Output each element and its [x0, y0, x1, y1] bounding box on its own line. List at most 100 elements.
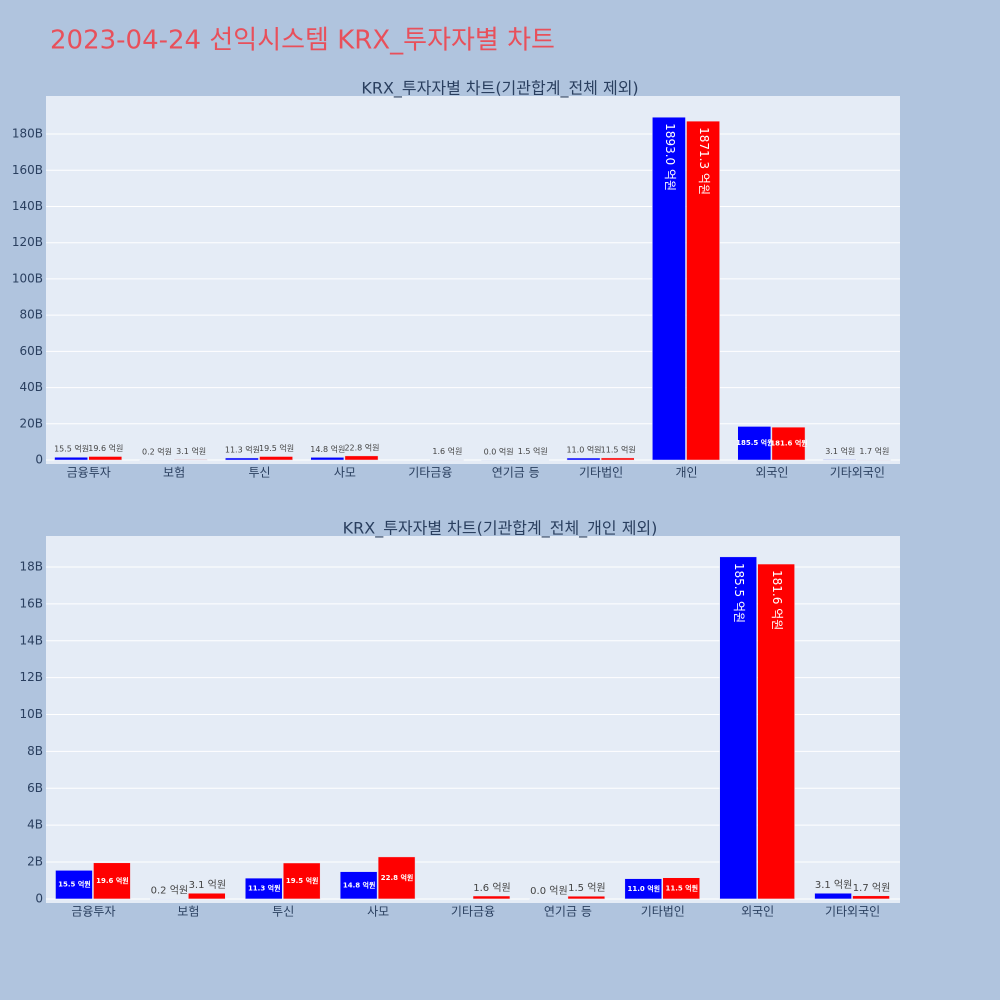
value-label: 19.5 억원: [259, 443, 294, 453]
x-tick-label: 보험: [177, 905, 199, 919]
value-label: 19.6 억원: [88, 443, 123, 453]
x-tick-label: 사모: [334, 466, 356, 480]
value-label: 14.8 억원: [310, 444, 345, 454]
value-label: 1.7 억원: [853, 882, 890, 894]
value-label: 11.3 억원: [248, 884, 281, 893]
value-label: 181.6 억원: [770, 570, 784, 630]
value-label: 11.3 억원: [225, 444, 260, 454]
x-tick-label: 연기금 등: [492, 466, 540, 480]
value-label: 0.2 억원: [142, 446, 172, 456]
bar: [339, 871, 378, 900]
plot-area: [46, 96, 900, 464]
bar: [757, 563, 795, 900]
x-tick-label: 외국인: [755, 466, 788, 480]
value-label: 14.8 억원: [343, 880, 376, 889]
bar: [481, 459, 515, 461]
value-label: 185.5 억원: [732, 563, 746, 623]
x-tick-label: 기타외국인: [830, 466, 885, 480]
bar: [139, 459, 174, 461]
y-tick-label: 6B: [27, 781, 43, 795]
value-label: 22.8 억원: [381, 873, 414, 882]
y-tick-label: 0: [35, 891, 43, 905]
bar: [344, 455, 379, 461]
bar: [567, 895, 606, 900]
value-label: 185.5 억원: [736, 438, 773, 447]
value-label: 3.1 억원: [189, 879, 226, 891]
x-tick-label: 금융투자: [67, 466, 111, 480]
chart-title: KRX_투자자별 차트(기관합계_전체_개인 제외): [343, 519, 658, 539]
bar: [529, 898, 568, 900]
x-tick-label: 투신: [272, 905, 294, 919]
x-tick-label: 사모: [367, 905, 389, 919]
bar: [88, 456, 123, 461]
y-tick-label: 100B: [12, 271, 43, 285]
value-label: 1893.0 억원: [663, 123, 677, 191]
bar: [188, 892, 226, 900]
value-label: 11.0 억원: [628, 884, 661, 893]
value-label: 11.5 억원: [665, 883, 698, 892]
y-tick-label: 14B: [19, 633, 43, 647]
y-tick-label: 18B: [19, 559, 43, 573]
value-label: 181.6 억원: [770, 439, 807, 448]
value-label: 0.0 억원: [530, 885, 567, 897]
bar: [662, 877, 700, 900]
value-label: 1.5 억원: [518, 446, 548, 456]
value-label: 1.6 억원: [473, 882, 510, 894]
y-tick-label: 8B: [27, 744, 43, 758]
bar: [822, 459, 857, 461]
y-tick-label: 10B: [19, 707, 43, 721]
value-label: 3.1 억원: [176, 446, 206, 456]
y-tick-label: 80B: [19, 308, 43, 322]
bar: [150, 898, 188, 900]
value-label: 1.7 억원: [859, 446, 889, 456]
bar: [225, 457, 259, 461]
bar: [624, 878, 663, 900]
x-tick-label: 기타금융: [451, 905, 495, 919]
bar: [857, 459, 891, 461]
y-tick-label: 180B: [12, 127, 43, 141]
bar: [173, 459, 208, 461]
y-tick-label: 140B: [12, 199, 43, 213]
bar: [686, 120, 720, 461]
bar: [377, 856, 416, 900]
value-label: 11.0 억원: [566, 445, 601, 455]
y-tick-label: 0: [35, 453, 43, 467]
bar: [93, 862, 131, 900]
bar: [259, 456, 293, 461]
x-tick-label: 기타금융: [408, 466, 452, 480]
value-label: 15.5 억원: [54, 444, 89, 454]
y-tick-label: 160B: [12, 163, 43, 177]
bar: [814, 892, 852, 900]
bar: [515, 459, 550, 461]
x-tick-label: 기타법인: [579, 466, 623, 480]
y-tick-label: 40B: [19, 380, 43, 394]
bar: [771, 426, 806, 461]
bar: [245, 877, 283, 900]
value-label: 3.1 억원: [825, 446, 855, 456]
bar: [600, 457, 635, 461]
bar: [652, 116, 686, 461]
x-tick-label: 연기금 등: [544, 905, 592, 919]
x-tick-label: 금융투자: [71, 905, 115, 919]
x-tick-label: 투신: [248, 466, 270, 480]
value-label: 1.5 억원: [568, 882, 605, 894]
x-tick-label: 기타외국인: [825, 905, 880, 919]
x-tick-label: 개인: [675, 466, 697, 480]
y-tick-label: 2B: [27, 855, 43, 869]
bar: [737, 426, 772, 461]
bar: [719, 556, 757, 900]
value-label: 0.2 억원: [151, 885, 188, 897]
value-label: 19.5 억원: [286, 876, 319, 885]
value-label: 3.1 억원: [815, 879, 852, 891]
value-label: 15.5 억원: [58, 880, 91, 889]
bar: [852, 895, 890, 900]
value-label: 0.0 억원: [484, 447, 514, 457]
bar: [566, 457, 601, 461]
y-tick-label: 120B: [12, 235, 43, 249]
x-tick-label: 보험: [163, 466, 185, 480]
bar: [430, 459, 464, 461]
value-label: 1871.3 억원: [697, 127, 711, 195]
x-tick-label: 기타법인: [641, 905, 685, 919]
bar: [472, 895, 511, 900]
y-tick-label: 20B: [19, 416, 43, 430]
